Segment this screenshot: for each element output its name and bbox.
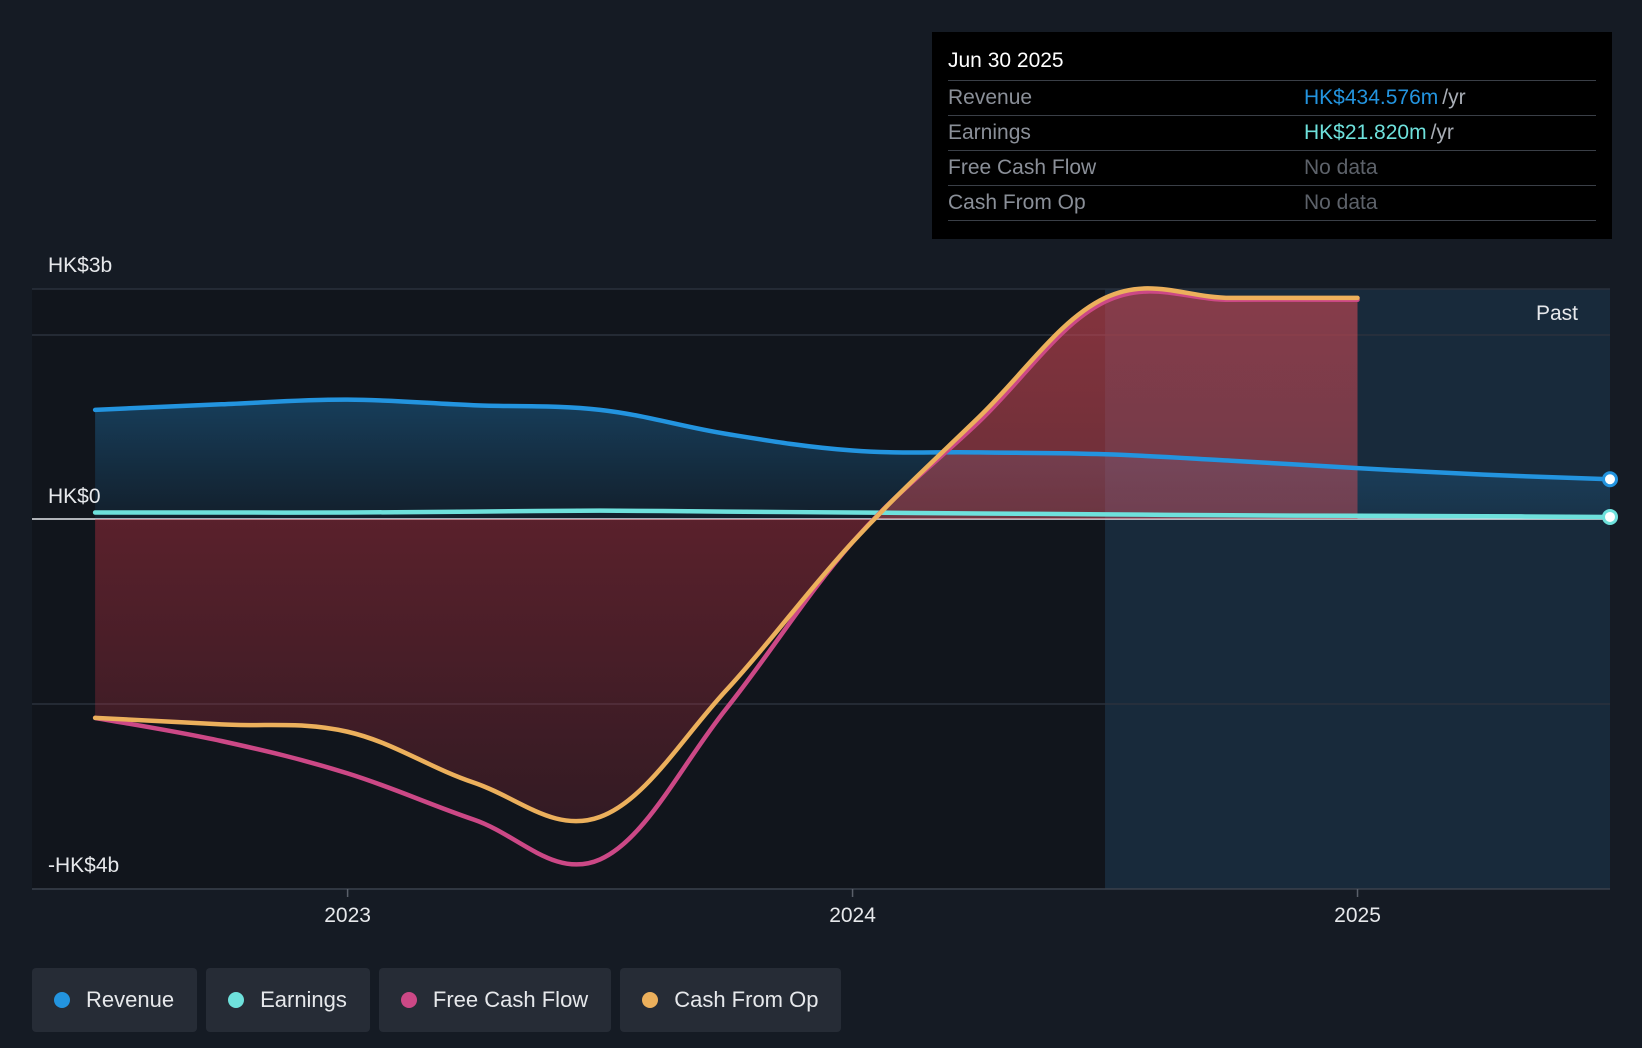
- cash-flow-area: [95, 288, 1358, 822]
- legend-item-free-cash-flow[interactable]: Free Cash Flow: [378, 968, 612, 1032]
- tooltip-unit: /yr: [1430, 121, 1454, 144]
- revenue-dot-icon: [54, 992, 70, 1008]
- x-tick-label: 2025: [1334, 904, 1381, 927]
- legend-label: Cash From Op: [674, 987, 819, 1012]
- y-tick-label: HK$3b: [48, 254, 112, 277]
- revenue-line: [92, 397, 1613, 482]
- legend-item-revenue[interactable]: Revenue: [32, 968, 198, 1032]
- y-tick-label: -HK$4b: [48, 854, 119, 877]
- tooltip-value: No data: [1304, 191, 1378, 214]
- tooltip-value: HK$21.820m: [1304, 121, 1427, 144]
- legend-item-earnings[interactable]: Earnings: [206, 968, 370, 1032]
- earnings-end-marker: [1602, 508, 1618, 525]
- past-label: Past: [1536, 302, 1578, 325]
- tooltip-row-cfo: Cash From Op No data: [948, 186, 1596, 221]
- legend-label: Free Cash Flow: [432, 987, 589, 1012]
- fcf-line: [92, 289, 1360, 867]
- earnings-dot-icon: [228, 992, 245, 1008]
- fcf-dot-icon: [400, 992, 417, 1008]
- tooltip-label: Revenue: [948, 86, 1033, 109]
- x-tick-label: 2023: [324, 904, 371, 927]
- tooltip-label: Earnings: [948, 121, 1031, 144]
- cfo-line: [92, 286, 1360, 824]
- tooltip-date: Jun 30 2025: [948, 46, 1596, 81]
- tooltip-label: Cash From Op: [948, 191, 1086, 214]
- revenue-end-marker: [1602, 471, 1618, 488]
- legend-item-cash-from-op[interactable]: Cash From Op: [620, 968, 842, 1032]
- legend-label: Revenue: [86, 987, 175, 1012]
- x-tick-label: 2024: [829, 904, 876, 927]
- tooltip-row-revenue: Revenue HK$434.576m /yr: [948, 81, 1596, 116]
- legend-label: Earnings: [260, 987, 347, 1012]
- tooltip-value: HK$434.576m: [1304, 86, 1439, 109]
- tooltip-unit: /yr: [1442, 86, 1466, 109]
- cfo-dot-icon: [642, 992, 659, 1008]
- y-tick-label: HK$0: [48, 485, 101, 508]
- tooltip-value: No data: [1304, 156, 1378, 179]
- legend: Revenue Earnings Free Cash Flow Cash Fro…: [32, 968, 842, 1032]
- tooltip-panel: Jun 30 2025 Revenue HK$434.576m /yr Earn…: [932, 32, 1612, 239]
- tooltip-row-fcf: Free Cash Flow No data: [948, 151, 1596, 186]
- earnings-line: [92, 508, 1613, 520]
- cash-flow-positive-area: [95, 288, 1358, 519]
- tooltip-row-earnings: Earnings HK$21.820m /yr: [948, 116, 1596, 151]
- tooltip-label: Free Cash Flow: [948, 156, 1097, 179]
